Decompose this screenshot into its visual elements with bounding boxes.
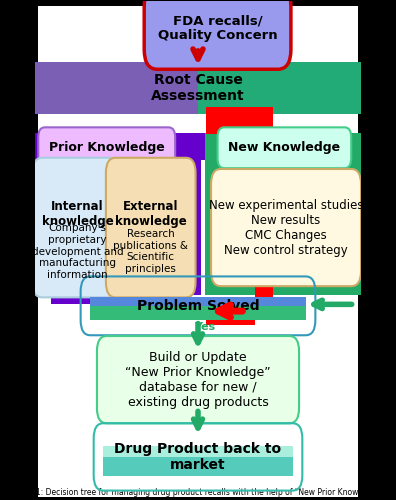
FancyBboxPatch shape xyxy=(198,62,361,114)
Text: Build or Update
“New Prior Knowledge”
database for new /
existing drug products: Build or Update “New Prior Knowledge” da… xyxy=(125,350,271,408)
FancyBboxPatch shape xyxy=(38,6,358,497)
FancyBboxPatch shape xyxy=(32,158,122,298)
Text: Internal
knowledge: Internal knowledge xyxy=(42,200,113,228)
FancyBboxPatch shape xyxy=(206,298,255,325)
Text: Figure 1: Decision tree for managing drug product recalls with the help of "New : Figure 1: Decision tree for managing dru… xyxy=(10,488,386,497)
FancyBboxPatch shape xyxy=(35,62,198,114)
FancyBboxPatch shape xyxy=(97,336,299,424)
FancyBboxPatch shape xyxy=(204,133,361,160)
Text: External
knowledge: External knowledge xyxy=(115,200,187,228)
Text: Root Cause
Assessment: Root Cause Assessment xyxy=(151,73,245,103)
FancyBboxPatch shape xyxy=(206,106,273,134)
FancyBboxPatch shape xyxy=(90,297,306,312)
FancyBboxPatch shape xyxy=(51,292,133,304)
FancyBboxPatch shape xyxy=(103,446,293,464)
Text: Problem Solved: Problem Solved xyxy=(137,299,259,313)
Text: Company's
proprietary
development and
manufacturing
information: Company's proprietary development and ma… xyxy=(32,224,123,280)
FancyBboxPatch shape xyxy=(204,160,361,295)
FancyBboxPatch shape xyxy=(217,128,351,168)
Text: Prior Knowledge: Prior Knowledge xyxy=(49,142,165,154)
FancyBboxPatch shape xyxy=(38,128,175,168)
FancyBboxPatch shape xyxy=(106,158,196,298)
Text: Yes: Yes xyxy=(194,322,215,332)
FancyBboxPatch shape xyxy=(35,133,361,160)
FancyBboxPatch shape xyxy=(35,160,201,295)
Text: Drug Product back to
market: Drug Product back to market xyxy=(114,442,282,472)
FancyBboxPatch shape xyxy=(255,134,273,298)
FancyBboxPatch shape xyxy=(51,282,59,295)
FancyBboxPatch shape xyxy=(211,169,361,286)
Text: New Knowledge: New Knowledge xyxy=(228,142,341,154)
FancyBboxPatch shape xyxy=(103,457,293,475)
Text: FDA recalls/
Quality Concern: FDA recalls/ Quality Concern xyxy=(158,14,277,42)
FancyBboxPatch shape xyxy=(90,306,306,320)
Text: Research
publications &
Scientific
principles: Research publications & Scientific princ… xyxy=(113,230,188,274)
FancyBboxPatch shape xyxy=(144,0,291,70)
Text: New experimental studies
New results
CMC Changes
New control strategy: New experimental studies New results CMC… xyxy=(209,198,363,256)
